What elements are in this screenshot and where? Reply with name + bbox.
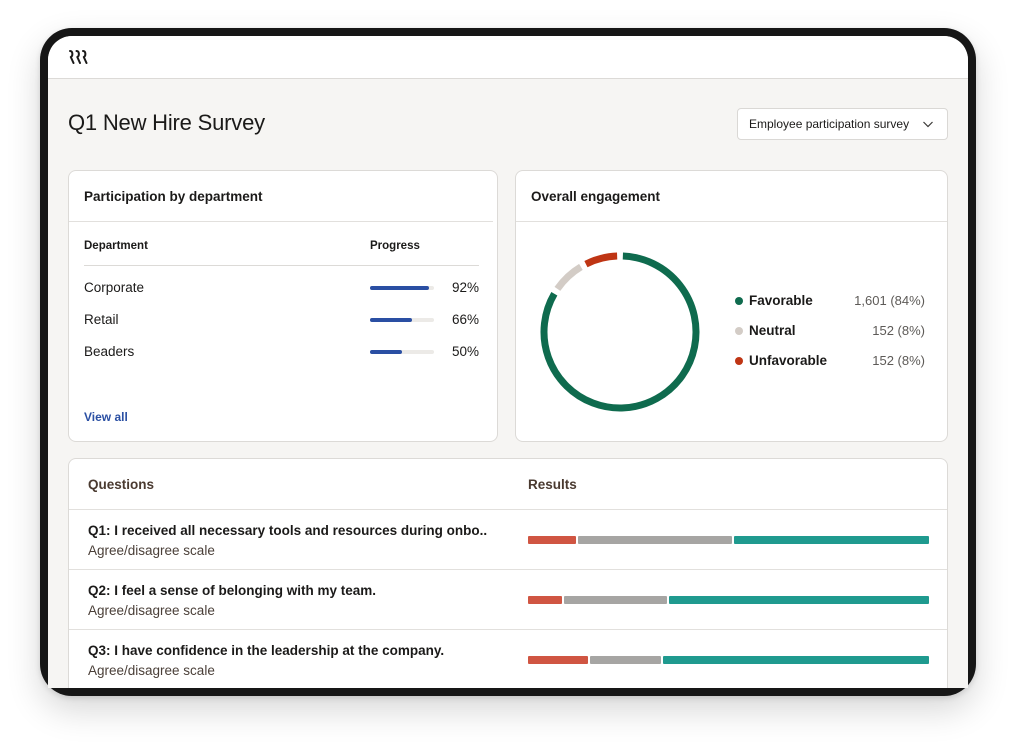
favorable-segment [668,596,929,604]
legend-dot [735,357,743,365]
question-text[interactable]: Q2: I feel a sense of belonging with my … [88,583,377,598]
progress-fill [370,350,402,354]
department-name: Corporate [84,280,145,295]
progress-track [370,286,434,290]
legend-item-neutral: Neutral 152 (8%) [735,322,925,340]
question-text[interactable]: Q1: I received all necessary tools and r… [88,523,488,538]
progress-track [370,318,434,322]
progress-column-header: Progress [370,240,420,252]
chevron-down-icon [923,121,933,128]
legend-value: 152 (8%) [872,323,925,338]
progress-fill [370,286,429,290]
progress-fill [370,318,413,322]
legend-dot [735,297,743,305]
view-all-link[interactable]: View all [84,410,128,424]
progress-percent: 92% [451,280,479,295]
participation-card: Participation by department Department P… [68,170,498,442]
top-bar [48,36,968,79]
results-column-header: Results [528,477,577,492]
donut-slice-neutral [554,263,583,291]
neutral-segment [563,596,667,604]
progress-track [370,350,434,354]
department-name: Retail [84,312,119,327]
neutral-segment [577,536,733,544]
result-bar [528,656,929,664]
result-bar [528,596,929,604]
unfavorable-segment [528,656,588,664]
department-row: Retail 66% [69,310,499,330]
department-column-header: Department [84,240,148,252]
unfavorable-segment [528,536,576,544]
favorable-segment [734,536,929,544]
donut-slice-unfavorable [584,252,618,268]
questions-table: Questions Results Q1: I received all nec… [68,458,948,688]
unfavorable-segment [528,596,562,604]
progress-percent: 66% [451,312,479,327]
engagement-title: Overall engagement [531,189,661,204]
participation-title: Participation by department [84,189,263,204]
department-row: Beaders 50% [69,342,499,362]
questions-column-header: Questions [88,477,155,492]
page-title: Q1 New Hire Survey [68,110,265,135]
department-row: Corporate 92% [69,278,499,298]
question-scale: Agree/disagree scale [88,603,215,618]
legend-value: 1,601 (84%) [854,293,925,308]
department-name: Beaders [84,344,135,359]
rippling-logo-icon[interactable] [69,50,89,64]
progress-percent: 50% [451,344,479,359]
legend-item-favorable: Favorable 1,601 (84%) [735,292,925,310]
engagement-donut-chart [540,252,700,412]
header-divider [84,265,479,266]
legend-label: Favorable [749,293,813,308]
app-screen: Q1 New Hire Survey Employee participatio… [48,36,968,688]
legend-item-unfavorable: Unfavorable 152 (8%) [735,352,925,370]
engagement-card: Overall engagement Favorable 1,601 (84%)… [515,170,948,442]
legend-label: Unfavorable [749,353,828,368]
legend-value: 152 (8%) [872,353,925,368]
question-scale: Agree/disagree scale [88,663,215,678]
divider [516,221,947,222]
row-divider [69,569,947,570]
result-bar [528,536,929,544]
survey-select[interactable]: Employee participation survey [737,108,948,140]
question-scale: Agree/disagree scale [88,543,215,558]
survey-select-value: Employee participation survey [749,117,910,131]
favorable-segment [663,656,929,664]
neutral-segment [589,656,661,664]
divider [69,221,493,222]
legend-dot [735,327,743,335]
question-text[interactable]: Q3: I have confidence in the leadership … [88,643,445,658]
row-divider [69,629,947,630]
donut-slice-favorable [540,252,700,412]
row-divider [69,509,947,510]
legend-label: Neutral [749,323,796,338]
